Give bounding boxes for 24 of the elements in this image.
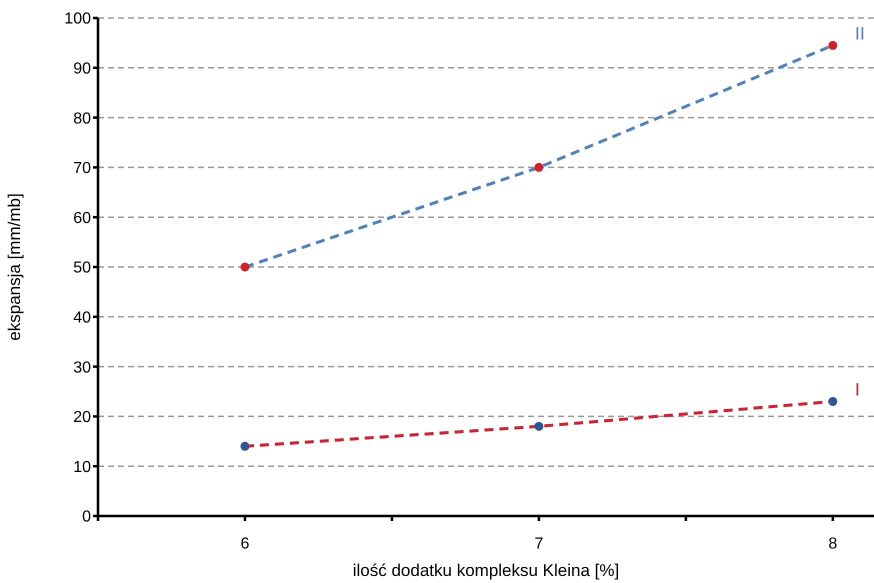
x-tick-label: 7 — [534, 535, 544, 552]
point — [534, 422, 544, 431]
y-tick-label: 60 — [73, 210, 92, 227]
point — [828, 396, 838, 406]
y-tick-label: 40 — [73, 309, 92, 326]
y-tick-label: 100 — [64, 10, 92, 28]
y-tick-label: 10 — [73, 458, 92, 476]
y-tick-label: 80 — [73, 110, 92, 128]
x-axis-title: ilość dodatku kompleksu Kleina [%] — [352, 561, 620, 580]
series-label: I — [854, 379, 860, 400]
x-tick-label: 6 — [240, 535, 250, 552]
y-tick-label: 0 — [82, 508, 92, 526]
point — [828, 40, 838, 50]
y-axis-title: ekspansja [mm/mb] — [5, 193, 24, 341]
y-tick-label: 90 — [73, 60, 92, 78]
x-tick-label: 8 — [828, 535, 838, 552]
y-tick-label: 30 — [73, 359, 92, 376]
y-tick-label: 50 — [73, 260, 92, 277]
y-tick-label: 70 — [73, 160, 92, 178]
point — [240, 442, 250, 451]
point — [534, 162, 544, 172]
series-label: II — [854, 23, 865, 44]
y-tick-label: 20 — [73, 409, 92, 426]
point — [240, 262, 250, 272]
